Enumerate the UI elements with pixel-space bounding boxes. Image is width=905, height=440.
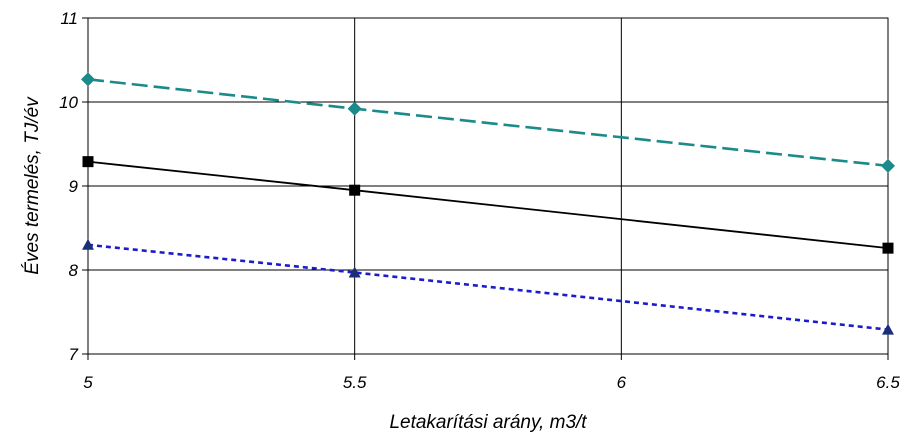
series-group xyxy=(81,72,895,335)
x-axis-ticks: 5 5.5 6 6.5 xyxy=(83,354,900,392)
series-1-line xyxy=(87,78,889,168)
x-axis-label: Letakarítási arány, m3/t xyxy=(389,412,587,433)
y-tick-label: 9 xyxy=(69,177,79,196)
y-axis-ticks: 7 8 9 10 11 xyxy=(59,9,88,364)
series-2 xyxy=(82,156,894,254)
series-3 xyxy=(82,238,894,335)
series-1-point xyxy=(881,158,895,173)
series-2-line xyxy=(87,160,889,250)
series-3-line xyxy=(87,243,889,331)
y-tick-label: 7 xyxy=(69,345,79,364)
x-tick-label: 5 xyxy=(83,373,93,392)
x-tick-label: 5.5 xyxy=(343,373,367,392)
y-tick-label: 10 xyxy=(59,93,78,112)
series-1 xyxy=(81,72,895,173)
series-3-point xyxy=(82,238,94,250)
y-axis-label: Éves termelés, TJ/év xyxy=(22,96,43,275)
x-tick-label: 6 xyxy=(617,373,627,392)
series-1-point xyxy=(81,72,95,87)
y-tick-label: 8 xyxy=(69,261,79,280)
series-3-point xyxy=(882,323,894,335)
series-2-point xyxy=(882,242,894,254)
x-tick-label: 6.5 xyxy=(876,373,900,392)
y-tick-label: 11 xyxy=(60,9,78,28)
series-3-point xyxy=(348,266,361,278)
series-2-point xyxy=(349,184,361,196)
series-2-point xyxy=(82,156,94,168)
series-1-point xyxy=(347,101,362,116)
gridlines xyxy=(87,17,889,355)
